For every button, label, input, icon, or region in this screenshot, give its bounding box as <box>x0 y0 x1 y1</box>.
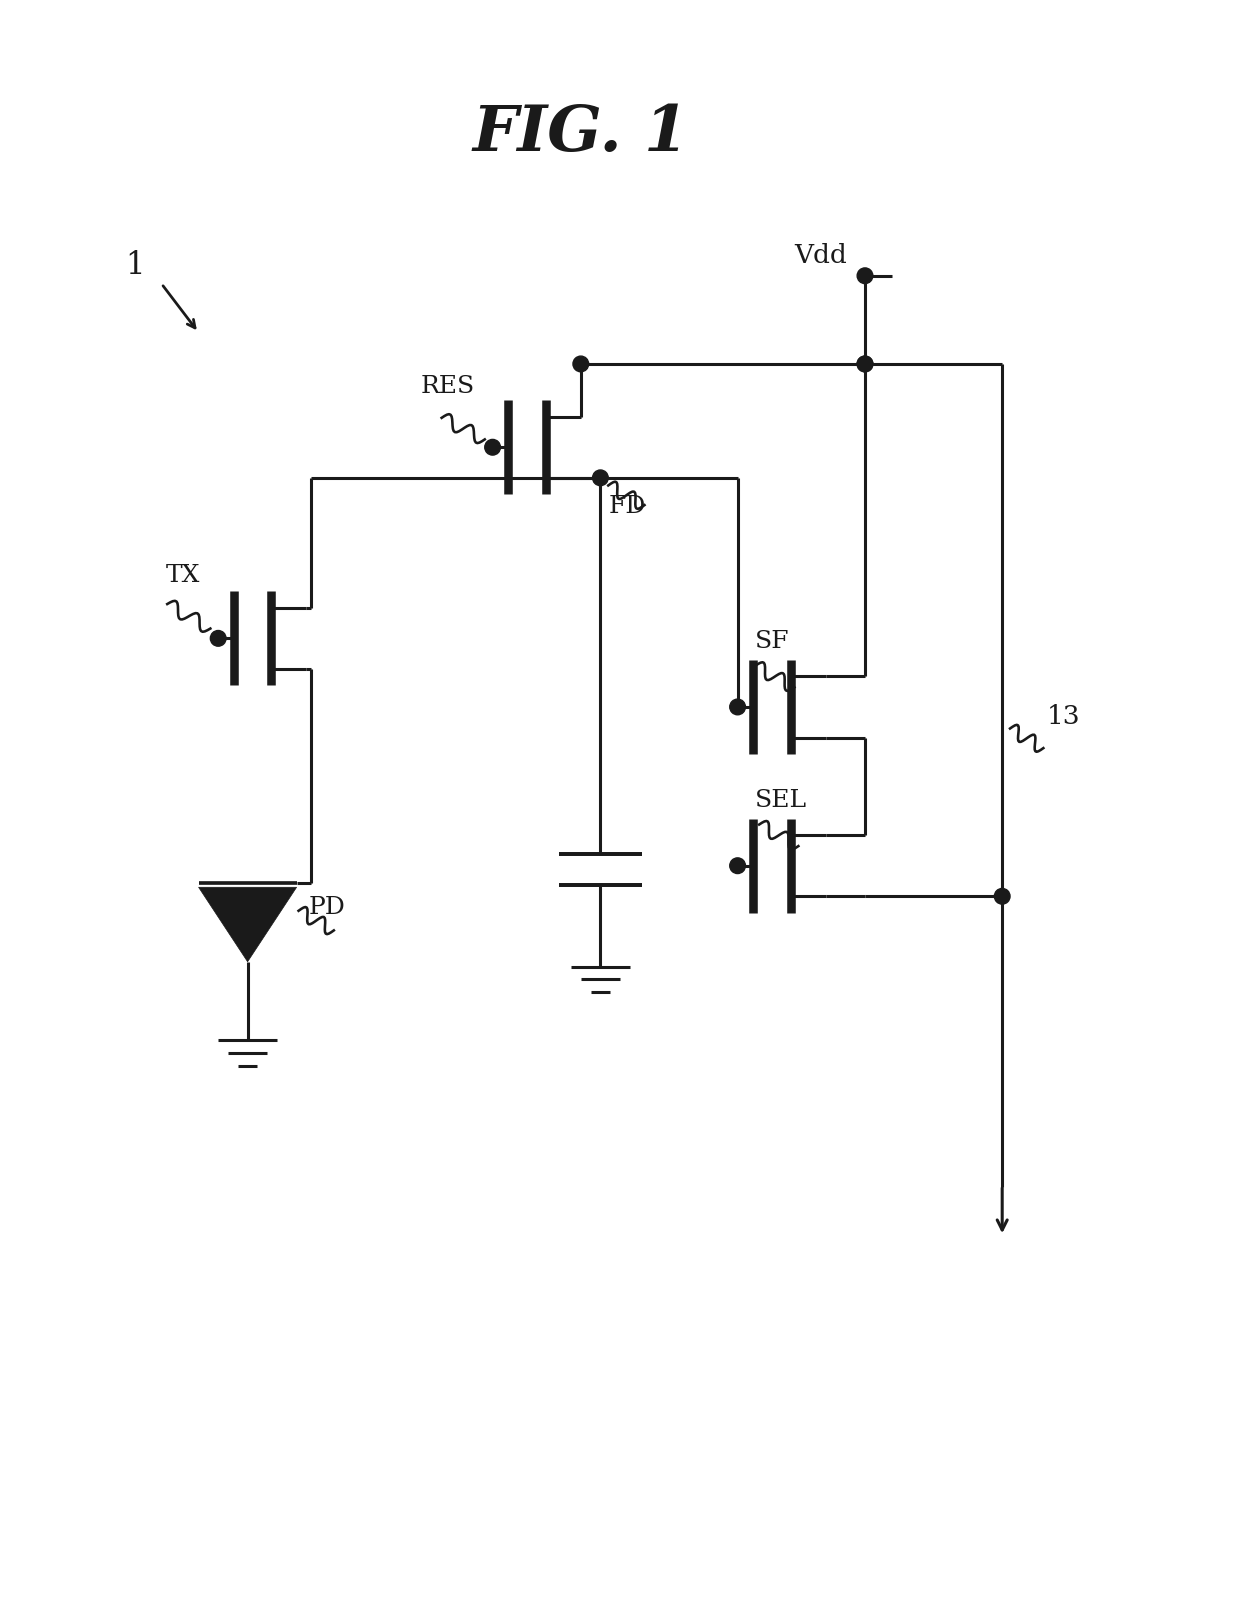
Circle shape <box>211 631 226 647</box>
Text: SEL: SEL <box>755 788 807 812</box>
Text: 1: 1 <box>125 250 145 281</box>
Circle shape <box>485 440 501 456</box>
Text: FD: FD <box>609 496 646 518</box>
Text: TX: TX <box>166 565 201 587</box>
Text: SF: SF <box>755 631 790 653</box>
Circle shape <box>857 356 873 372</box>
Circle shape <box>857 356 873 372</box>
Circle shape <box>730 700 745 714</box>
Circle shape <box>593 470 609 486</box>
Polygon shape <box>198 888 296 961</box>
Text: Vdd: Vdd <box>795 242 847 268</box>
Text: 13: 13 <box>1047 705 1080 729</box>
Circle shape <box>730 857 745 873</box>
Circle shape <box>994 889 1011 904</box>
Text: FIG. 1: FIG. 1 <box>472 103 689 164</box>
Circle shape <box>857 268 873 284</box>
Circle shape <box>573 356 589 372</box>
Text: PD: PD <box>309 896 345 920</box>
Text: RES: RES <box>420 376 475 398</box>
